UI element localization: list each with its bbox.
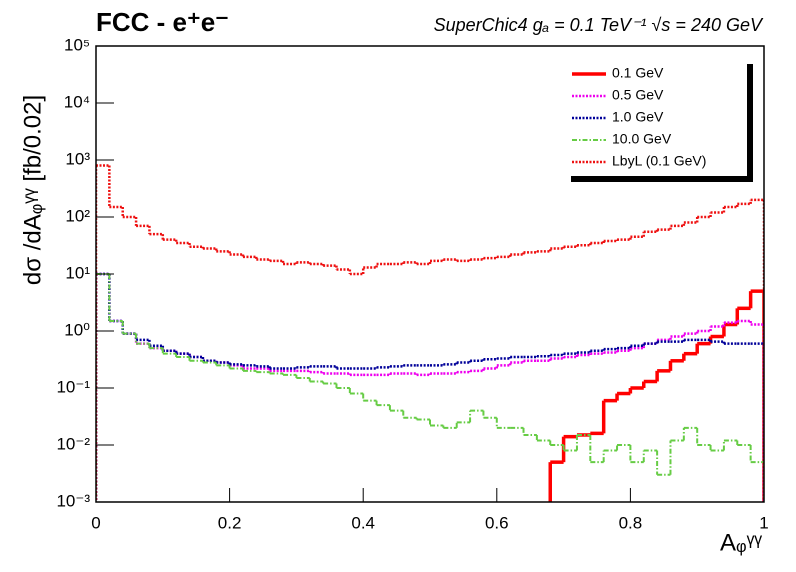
- x-tick-label: 0.4: [351, 513, 375, 532]
- y-tick-label: 10⁴: [64, 92, 90, 111]
- x-axis-label: Aᵩᵞᵞ: [720, 529, 762, 556]
- x-tick-label: 0.6: [485, 513, 509, 532]
- legend-box: [565, 58, 747, 176]
- y-tick-label: 10³: [65, 149, 90, 168]
- x-tick-label: 0.2: [218, 513, 242, 532]
- legend-label: 0.1 GeV: [612, 65, 664, 81]
- legend-label: 10.0 GeV: [612, 131, 672, 147]
- legend: 0.1 GeV 0.5 GeV 1.0 GeV 10.0 GeV LbyL (0.1 G…: [565, 58, 753, 182]
- y-tick-label: 10¹: [65, 263, 90, 282]
- y-tick-label: 10⁻¹: [56, 377, 90, 396]
- y-tick-label: 10²: [65, 206, 90, 225]
- y-tick-label: 10⁻²: [56, 434, 90, 453]
- y-tick-label: 10⁰: [64, 320, 90, 339]
- plot-area: [96, 164, 764, 502]
- legend-label: 1.0 GeV: [612, 109, 664, 125]
- x-tick-label: 0.8: [619, 513, 643, 532]
- y-axis-label: dσ /dAᵩᵞᵞ [fb/0.02]: [19, 95, 46, 285]
- legend-label: LbyL (0.1 GeV): [612, 153, 706, 169]
- chart-title: FCC - e⁺e⁻: [96, 7, 229, 37]
- x-tick-label: 0: [91, 513, 100, 532]
- legend-label: 0.5 GeV: [612, 87, 664, 103]
- y-tick-label: 10⁵: [64, 35, 90, 54]
- x-tick-label: 1: [759, 513, 768, 532]
- y-tick-label: 10⁻³: [56, 491, 90, 510]
- chart-subtitle: SuperChic4 gₐ = 0.1 TeV⁻¹ √s = 240 GeV: [434, 15, 764, 35]
